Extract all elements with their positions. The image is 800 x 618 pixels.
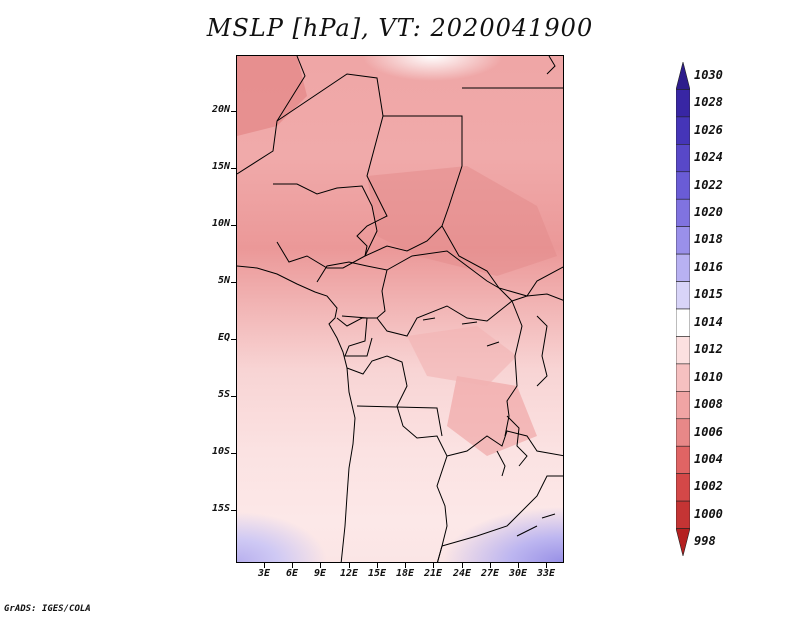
lat-tick [231,396,236,397]
lon-tick [349,563,350,568]
colorbar-segment-1018 [676,226,690,255]
lon-label-27e: 27E [480,568,500,579]
colorbar-label-1026: 1026 [694,122,723,137]
lat-tick [231,453,236,454]
colorbar-segment-1014 [676,308,690,337]
colorbar-segment-1026 [676,116,690,145]
lon-label-33e: 33E [536,568,556,579]
lon-label-18e: 18E [395,568,415,579]
colorbar-label-1016: 1016 [694,259,723,274]
chart-title: MSLP [hPa], VT: 2020041900 [206,14,594,42]
colorbar-label-1006: 1006 [694,424,723,439]
lon-label-15e: 15E [367,568,387,579]
colorbar-segment-1012 [676,336,690,365]
colorbar-segment-1024 [676,144,690,173]
lon-tick [490,563,491,568]
lat-label-10s: 10S [211,446,230,457]
lat-tick [231,510,236,511]
lon-tick [320,563,321,568]
colorbar [676,62,690,556]
lon-tick [546,563,547,568]
colorbar-label-1012: 1012 [694,342,723,357]
colorbar-label-1000: 1000 [694,506,723,521]
colorbar-segment-1028 [676,89,690,118]
lat-label-10n: 10N [211,218,230,229]
colorbar-label-1004: 1004 [694,451,723,466]
lon-tick [518,563,519,568]
lat-label-5s: 5S [217,389,230,400]
lon-tick [433,563,434,568]
colorbar-label-1002: 1002 [694,479,723,494]
lon-tick [264,563,265,568]
colorbar-segment-1000 [676,500,690,529]
colorbar-segment-1016 [676,253,690,282]
colorbar-label-1028: 1028 [694,95,723,110]
colorbar-label-1014: 1014 [694,314,723,329]
colorbar-segment-1010 [676,363,690,392]
colorbar-segment-1020 [676,198,690,227]
lon-tick [405,563,406,568]
lon-label-9e: 9E [313,568,327,579]
colorbar-segment-1030 [676,62,690,90]
lon-tick [462,563,463,568]
colorbar-label-1020: 1020 [694,204,723,219]
colorbar-segment-1004 [676,445,690,474]
lat-label-15n: 15N [211,161,230,172]
colorbar-segment-1006 [676,418,690,447]
lon-tick [292,563,293,568]
lat-tick [231,225,236,226]
lat-label-eq: EQ [217,332,230,343]
lon-label-30e: 30E [508,568,528,579]
lon-label-24e: 24E [452,568,472,579]
lat-tick [231,111,236,112]
colorbar-label-1018: 1018 [694,232,723,247]
colorbar-label-1024: 1024 [694,150,723,165]
colorbar-label-998: 998 [694,534,716,549]
lon-label-3e: 3E [257,568,271,579]
colorbar-segment-1022 [676,171,690,200]
lon-tick [377,563,378,568]
lon-label-12e: 12E [339,568,359,579]
lat-tick [231,339,236,340]
colorbar-segment-1008 [676,391,690,420]
country-borders [237,56,563,562]
colorbar-label-1010: 1010 [694,369,723,384]
grads-credit: GrADS: IGES/COLA [4,604,91,614]
lon-label-6e: 6E [285,568,299,579]
mslp-map [236,55,564,563]
colorbar-label-1008: 1008 [694,397,723,412]
lat-tick [231,168,236,169]
colorbar-label-1030: 1030 [694,67,723,82]
colorbar-segment-1015 [676,281,690,310]
lon-label-21e: 21E [423,568,443,579]
colorbar-label-1015: 1015 [694,287,723,302]
lat-label-20n: 20N [211,104,230,115]
lat-tick [231,282,236,283]
colorbar-label-1022: 1022 [694,177,723,192]
lat-label-5n: 5N [217,275,230,286]
lat-label-15s: 15S [211,503,230,514]
colorbar-segment-998 [676,528,690,556]
colorbar-segment-1002 [676,473,690,502]
